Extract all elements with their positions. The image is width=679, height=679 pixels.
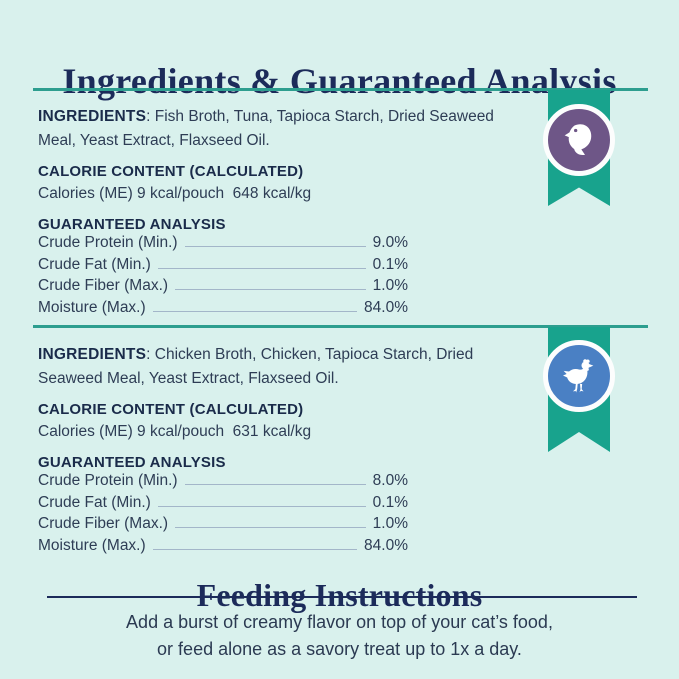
- analysis-label: Moisture (Max.): [38, 536, 146, 554]
- leader-line: [157, 505, 366, 507]
- section-divider: [33, 88, 648, 91]
- ingredients-paragraph: INGREDIENTS: Fish Broth, Tuna, Tapioca S…: [38, 105, 496, 153]
- leader-line: [152, 310, 358, 312]
- analysis-value: 1.0%: [372, 277, 408, 295]
- ingredients-paragraph: INGREDIENTS: Chicken Broth, Chicken, Tap…: [38, 343, 496, 391]
- table-row: Crude Fat (Min.) 0.1%: [38, 494, 408, 516]
- fish-icon: [559, 120, 599, 160]
- feeding-instructions-text: Add a burst of creamy flavor on top of y…: [0, 609, 679, 663]
- calorie-content-heading: CALORIE CONTENT (CALCULATED): [38, 401, 304, 418]
- guaranteed-analysis-heading: GUARANTEED ANALYSIS: [38, 454, 226, 471]
- table-row: Crude Protein (Min.) 8.0%: [38, 472, 408, 494]
- chicken-section: INGREDIENTS: Chicken Broth, Chicken, Tap…: [38, 343, 496, 558]
- table-row: Crude Fiber (Max.) 1.0%: [38, 277, 408, 299]
- leader-line: [175, 527, 366, 529]
- guaranteed-analysis-table: Crude Protein (Min.) 8.0% Crude Fat (Min.…: [38, 472, 408, 558]
- analysis-value: 8.0%: [372, 472, 408, 489]
- analysis-label: Crude Protein (Min.): [38, 472, 178, 489]
- analysis-value: 84.0%: [364, 298, 408, 316]
- analysis-label: Crude Fiber (Max.): [38, 277, 169, 295]
- analysis-label: Crude Fiber (Max.): [38, 515, 169, 533]
- calorie-content-value: Calories (ME) 9 kcal/pouch 648 kcal/kg: [38, 185, 312, 202]
- analysis-label: Crude Protein (Min.): [38, 234, 178, 251]
- analysis-label: Crude Fat (Min.): [38, 493, 151, 511]
- ingredients-text: : Fish Broth, Tuna, Tapioca Starch, Drie…: [38, 108, 494, 149]
- guaranteed-analysis-heading: GUARANTEED ANALYSIS: [38, 216, 226, 233]
- feeding-divider: [47, 596, 637, 598]
- fish-badge: [543, 104, 615, 176]
- ingredients-label: INGREDIENTS: [38, 108, 147, 125]
- leader-line: [184, 246, 366, 247]
- analysis-value: 9.0%: [372, 234, 408, 251]
- analysis-value: 1.0%: [372, 515, 408, 533]
- feeding-line-1: Add a burst of creamy flavor on top of y…: [126, 612, 553, 632]
- analysis-value: 84.0%: [364, 536, 408, 554]
- calorie-content-heading: CALORIE CONTENT (CALCULATED): [38, 163, 304, 180]
- table-row: Crude Fiber (Max.) 1.0%: [38, 515, 408, 537]
- table-row: Crude Fat (Min.) 0.1%: [38, 256, 408, 278]
- table-row: Crude Protein (Min.) 9.0%: [38, 234, 408, 256]
- feeding-instructions-title: Feeding Instructions: [196, 576, 483, 613]
- analysis-label: Moisture (Max.): [38, 298, 146, 316]
- feeding-line-2: or feed alone as a savory treat up to 1x…: [157, 639, 522, 659]
- ingredients-label: INGREDIENTS: [38, 346, 147, 363]
- table-row: Moisture (Max.) 84.0%: [38, 537, 408, 559]
- leader-line: [184, 484, 366, 485]
- guaranteed-analysis-table: Crude Protein (Min.) 9.0% Crude Fat (Min.…: [38, 234, 408, 320]
- leader-line: [175, 289, 366, 291]
- analysis-value: 0.1%: [372, 493, 408, 511]
- table-row: Moisture (Max.) 84.0%: [38, 299, 408, 321]
- leader-line: [157, 267, 366, 269]
- fish-section: INGREDIENTS: Fish Broth, Tuna, Tapioca S…: [38, 105, 496, 320]
- analysis-label: Crude Fat (Min.): [38, 255, 151, 273]
- section-divider: [33, 325, 648, 328]
- chicken-badge: [543, 340, 615, 412]
- ingredients-text: : Chicken Broth, Chicken, Tapioca Starch…: [38, 346, 474, 387]
- calorie-content-value: Calories (ME) 9 kcal/pouch 631 kcal/kg: [38, 423, 312, 440]
- analysis-value: 0.1%: [372, 255, 408, 273]
- page-title: Ingredients & Guaranteed Analysis: [62, 61, 617, 102]
- chicken-icon: [559, 356, 599, 396]
- leader-line: [152, 548, 358, 550]
